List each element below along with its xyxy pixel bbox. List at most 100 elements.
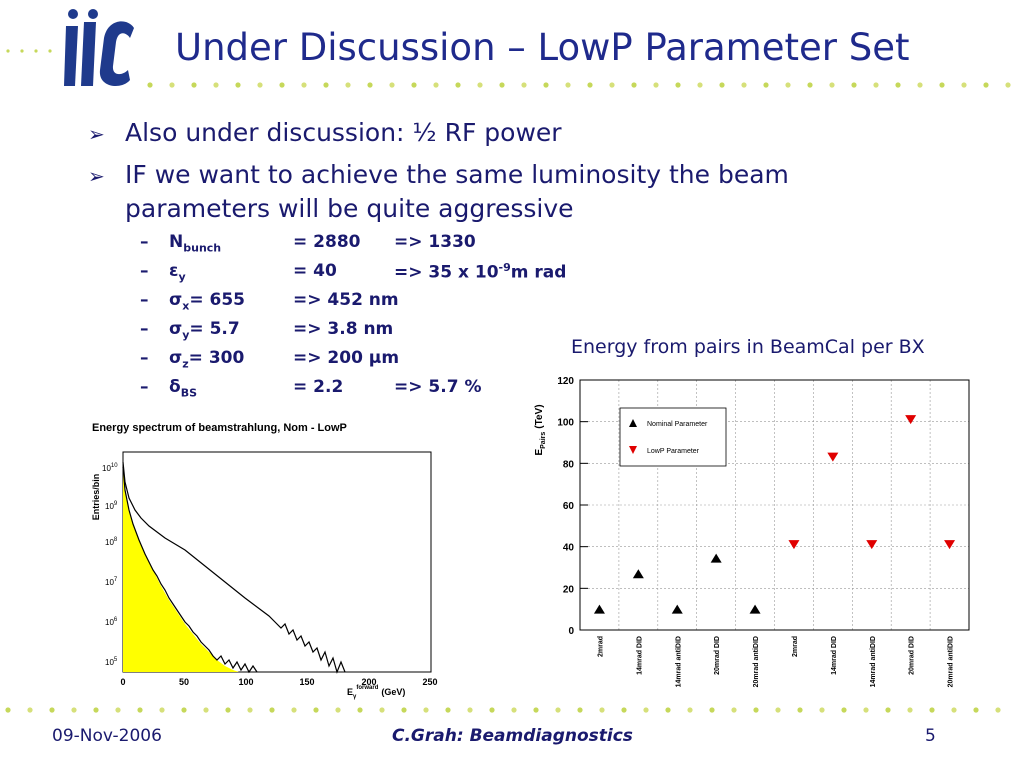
decor-dot	[313, 707, 319, 713]
decor-dot	[357, 707, 363, 713]
y-tick-label: 106	[105, 617, 118, 627]
decor-dot	[71, 707, 77, 713]
x-tick-label: 200	[361, 677, 376, 687]
decor-dot	[643, 707, 649, 713]
param-symbol: σy= 5.7	[169, 319, 240, 342]
decor-dot	[235, 82, 241, 88]
decor-dot	[653, 82, 659, 88]
legend-box	[619, 407, 727, 467]
page-title: Under Discussion – LowP Parameter Set	[175, 26, 910, 69]
lowp-point	[788, 540, 800, 550]
decor-dot	[445, 707, 451, 713]
decor-dot	[709, 707, 715, 713]
param-row-epsy: – εy = 40 => 35 x 10-9m rad	[140, 261, 600, 287]
spectrum-x-ticks: 0 50 100 150 200 250	[120, 677, 437, 687]
dash: –	[140, 319, 149, 339]
x-category-label: 14mrad antiDID	[675, 636, 682, 687]
x-category-label: 20mrad antiDID	[948, 636, 955, 687]
decor-dot	[961, 82, 967, 88]
y-tick-label: 1010	[102, 463, 118, 473]
decor-dot	[587, 82, 593, 88]
decor-dot	[291, 707, 297, 713]
decor-dot	[533, 707, 539, 713]
param-symbol: δBS	[169, 377, 197, 400]
legend-nominal-marker	[629, 419, 637, 427]
decor-dot	[983, 82, 989, 88]
decor-dot	[115, 707, 121, 713]
decor-dot	[863, 707, 869, 713]
decor-dot	[797, 707, 803, 713]
param-row-sigmaz: – σz= 300 => 200 µm	[140, 348, 540, 374]
x-tick-label: 250	[422, 677, 437, 687]
x-tick-label: 100	[238, 677, 253, 687]
decor-dot	[323, 82, 329, 88]
decor-dot	[269, 707, 275, 713]
param-symbol: εy	[169, 261, 186, 284]
y-tick-label: 108	[105, 537, 118, 547]
decor-dot	[565, 82, 571, 88]
pairs-energy-chart: EPairs(TeV) 0 20 40 60 80 100 120 2mrad 14mrad …	[530, 370, 978, 695]
x-tick-label: 50	[179, 677, 189, 687]
decor-dot	[697, 82, 703, 88]
decor-dot	[665, 707, 671, 713]
decor-dot	[511, 707, 517, 713]
x-tick-label: 150	[299, 677, 314, 687]
decor-dot	[181, 707, 187, 713]
decor-dot	[49, 707, 55, 713]
decor-dot	[1005, 82, 1011, 88]
nominal-point	[671, 604, 683, 614]
decor-dot	[741, 82, 747, 88]
decor-dot	[621, 707, 627, 713]
dash: –	[140, 290, 149, 310]
dash: –	[140, 261, 149, 281]
decor-dot	[147, 82, 153, 88]
decor-dot	[543, 82, 549, 88]
decor-dot	[609, 82, 615, 88]
right-chart-caption: Energy from pairs in BeamCal per BX	[571, 336, 925, 358]
decor-dot	[455, 82, 461, 88]
decor-dot	[169, 82, 175, 88]
ilc-logo	[64, 9, 134, 86]
decor-dot	[257, 82, 263, 88]
param-nominal: = 40	[293, 261, 337, 281]
chart-background	[530, 370, 978, 695]
param-lowp: => 3.8 nm	[293, 319, 394, 339]
footer-date: 09-Nov-2006	[52, 726, 162, 746]
decor-dot	[599, 707, 605, 713]
param-lowp: => 200 µm	[293, 348, 400, 368]
param-row-deltabs: – δBS = 2.2 => 5.7 %	[140, 377, 540, 403]
decor-dot	[5, 707, 11, 713]
decor-dot	[477, 82, 483, 88]
decor-dot	[499, 82, 505, 88]
dash: –	[140, 232, 149, 252]
decor-dot	[807, 82, 813, 88]
param-row-nbunch: – Nbunch = 2880 => 1330	[140, 232, 540, 258]
x-category-label: 14mrad DID	[636, 636, 643, 675]
decor-dot	[191, 82, 197, 88]
lowp-point	[866, 540, 878, 550]
chart-y-ticks: 0 20 40 60 80 100 120	[557, 376, 588, 637]
header-dot-line	[147, 82, 1011, 88]
lowp-point	[944, 540, 956, 550]
nominal-point	[593, 604, 605, 614]
dash: –	[140, 377, 149, 397]
lowp-point	[905, 415, 917, 425]
decor-dot	[213, 82, 219, 88]
decor-dot	[973, 707, 979, 713]
y-tick-label: 100	[557, 418, 574, 429]
decor-dot	[929, 707, 935, 713]
decor-dot	[841, 707, 847, 713]
nominal-point	[632, 569, 644, 579]
x-tick-label: 0	[120, 677, 125, 687]
decor-dot	[675, 82, 681, 88]
decor-dot	[753, 707, 759, 713]
decor-dot	[719, 82, 725, 88]
x-category-label: 20mrad DID	[714, 636, 721, 675]
spectrum-title: Energy spectrum of beamstrahlung, Nom - …	[92, 422, 347, 434]
decor-dot	[203, 707, 209, 713]
decor-dot	[159, 707, 165, 713]
decor-dot	[819, 707, 825, 713]
decor-dot	[917, 82, 923, 88]
decor-dot	[379, 707, 385, 713]
footer-page-number: 5	[925, 726, 936, 746]
